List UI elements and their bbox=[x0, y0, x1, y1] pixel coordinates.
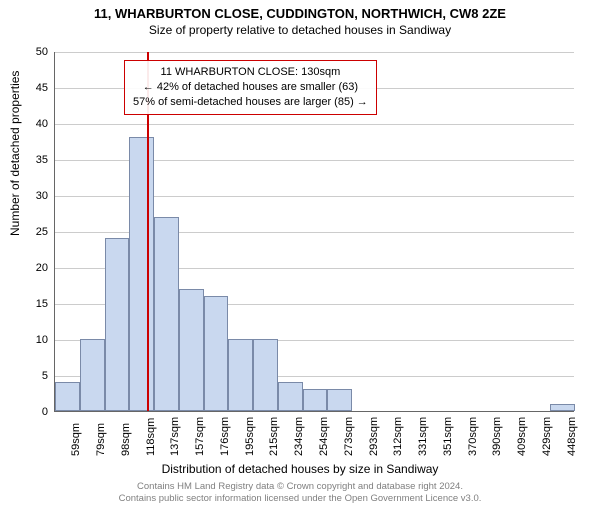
annotation-line2: ← 42% of detached houses are smaller (63… bbox=[133, 80, 368, 95]
xtick-label: 59sqm bbox=[70, 423, 82, 456]
xtick-label: 98sqm bbox=[120, 423, 132, 456]
ytick-label: 50 bbox=[18, 46, 48, 58]
xtick-label: 448sqm bbox=[566, 417, 578, 456]
xtick-label: 118sqm bbox=[145, 418, 157, 456]
annotation-line1: 11 WHARBURTON CLOSE: 130sqm bbox=[133, 65, 368, 80]
bar bbox=[55, 382, 80, 411]
xtick-label: 137sqm bbox=[169, 417, 181, 456]
bar bbox=[303, 389, 328, 411]
x-axis-label: Distribution of detached houses by size … bbox=[0, 462, 600, 476]
xtick-label: 390sqm bbox=[491, 417, 503, 456]
xtick-label: 293sqm bbox=[368, 417, 380, 456]
annotation-box: 11 WHARBURTON CLOSE: 130sqm ← 42% of det… bbox=[124, 60, 377, 115]
bar bbox=[253, 339, 278, 411]
footer: Contains HM Land Registry data © Crown c… bbox=[0, 481, 600, 504]
gridline bbox=[55, 124, 574, 125]
footer-line1: Contains HM Land Registry data © Crown c… bbox=[0, 481, 600, 492]
bar bbox=[278, 382, 303, 411]
bar bbox=[204, 296, 229, 411]
ytick-label: 0 bbox=[18, 406, 48, 418]
xtick-label: 176sqm bbox=[219, 417, 231, 456]
footer-line2: Contains public sector information licen… bbox=[0, 493, 600, 504]
bar bbox=[550, 404, 575, 411]
ytick-label: 35 bbox=[18, 154, 48, 166]
ytick-label: 15 bbox=[18, 298, 48, 310]
bar bbox=[80, 339, 105, 411]
xtick-label: 254sqm bbox=[318, 417, 330, 456]
bar bbox=[154, 217, 179, 411]
xtick-label: 234sqm bbox=[293, 417, 305, 456]
xtick-label: 351sqm bbox=[442, 417, 454, 456]
bar bbox=[129, 137, 154, 411]
title-main: 11, WHARBURTON CLOSE, CUDDINGTON, NORTHW… bbox=[0, 6, 600, 21]
xtick-label: 409sqm bbox=[516, 417, 528, 456]
title-sub: Size of property relative to detached ho… bbox=[0, 23, 600, 37]
ytick-label: 30 bbox=[18, 190, 48, 202]
xtick-label: 429sqm bbox=[541, 417, 553, 456]
ytick-label: 5 bbox=[18, 370, 48, 382]
xtick-label: 157sqm bbox=[194, 417, 206, 456]
xtick-label: 370sqm bbox=[467, 417, 479, 456]
annotation-line3: 57% of semi-detached houses are larger (… bbox=[133, 95, 368, 110]
bar bbox=[179, 289, 204, 411]
bar bbox=[105, 238, 130, 411]
xtick-label: 331sqm bbox=[417, 417, 429, 456]
bar bbox=[327, 389, 352, 411]
ytick-label: 25 bbox=[18, 226, 48, 238]
xtick-label: 79sqm bbox=[95, 423, 107, 456]
xtick-label: 215sqm bbox=[268, 417, 280, 456]
ytick-label: 40 bbox=[18, 118, 48, 130]
xtick-label: 195sqm bbox=[244, 417, 256, 456]
xtick-label: 312sqm bbox=[392, 417, 404, 456]
ytick-label: 45 bbox=[18, 82, 48, 94]
ytick-label: 10 bbox=[18, 334, 48, 346]
chart-area: 11 WHARBURTON CLOSE: 130sqm ← 42% of det… bbox=[54, 52, 574, 412]
gridline bbox=[55, 52, 574, 53]
ytick-label: 20 bbox=[18, 262, 48, 274]
bar bbox=[228, 339, 253, 411]
xtick-label: 273sqm bbox=[343, 417, 355, 456]
